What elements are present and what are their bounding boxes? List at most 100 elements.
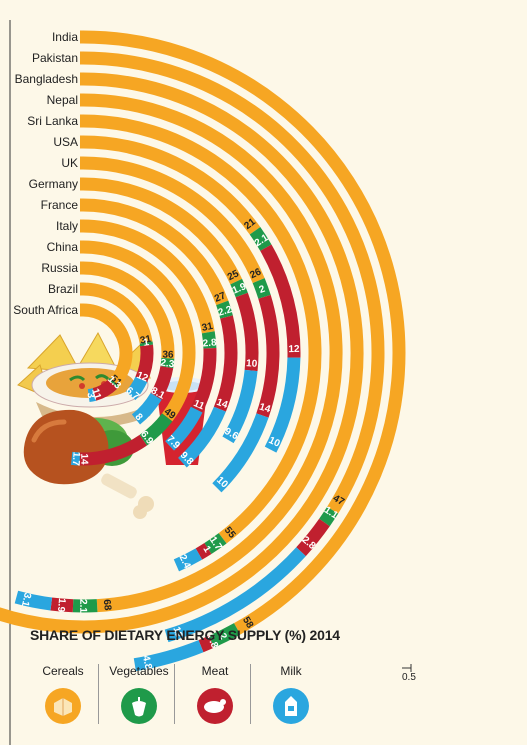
- value-label-germany-vegetables: 1.9: [231, 281, 248, 297]
- segment-germany-milk: [222, 369, 258, 444]
- segment-south-africa-vegetables: [108, 377, 120, 389]
- value-label-nepal-cereals: 68: [101, 599, 113, 612]
- segment-sri-lanka-meat: [195, 542, 212, 560]
- value-label-china-meat: 14: [78, 453, 89, 465]
- segment-sri-lanka-vegetables: [204, 533, 227, 554]
- country-label-bangladesh: Bangladesh: [15, 72, 78, 86]
- segment-india-milk: [133, 640, 204, 672]
- segment-uk-cereals: [82, 156, 265, 284]
- segment-france-meat: [213, 315, 238, 412]
- value-label-india-vegetables: 2: [216, 632, 229, 642]
- value-label-russia-milk: 8: [133, 412, 145, 424]
- segment-russia-meat: [150, 365, 174, 400]
- value-label-brazil-vegetables: 1: [143, 337, 151, 349]
- legend-label-vegetables: Vegetables: [109, 664, 169, 678]
- country-label-nepal: Nepal: [47, 93, 78, 107]
- legend-label-cereals: Cereals: [42, 664, 84, 678]
- value-label-usa-milk: 10: [267, 435, 282, 450]
- segment-france-vegetables: [216, 300, 233, 319]
- segment-sri-lanka-milk: [173, 548, 203, 572]
- segment-south-africa-milk: [87, 388, 97, 403]
- segment-russia-milk: [131, 392, 162, 425]
- value-label-france-cereals: 27: [213, 290, 228, 305]
- legend-label-milk: Milk: [280, 664, 302, 678]
- value-label-uk-cereals: 26: [248, 266, 263, 281]
- value-label-south-africa-milk: 3: [84, 392, 96, 400]
- segment-sri-lanka-cereals: [82, 114, 322, 544]
- value-label-china-milk: 1.7: [70, 451, 82, 466]
- value-label-india-milk: 4.8: [140, 655, 154, 671]
- value-label-nepal-vegetables: 2.1: [77, 599, 88, 613]
- segment-italy-cereals: [82, 219, 215, 334]
- legend-item-meat: Meat: [180, 664, 251, 724]
- segment-uk-milk: [212, 413, 269, 493]
- country-label-china: China: [47, 240, 79, 254]
- value-label-germany-cereals: 25: [226, 268, 241, 283]
- country-label-france: France: [41, 198, 79, 212]
- scale-label: 0.5: [402, 672, 416, 683]
- segment-brazil-meat: [135, 344, 154, 383]
- scale-marker: [402, 664, 412, 672]
- country-label-india: India: [52, 30, 78, 44]
- segment-brazil-cereals: [82, 282, 153, 344]
- segment-italy-vegetables: [201, 331, 217, 349]
- legend: Cereals Vegetables Meat Milk: [28, 664, 331, 724]
- value-label-brazil-cereals: 31: [139, 334, 153, 347]
- segment-russia-vegetables: [160, 357, 175, 369]
- value-label-india-cereals: 58: [240, 615, 255, 631]
- value-label-france-meat: 14: [215, 397, 230, 411]
- segment-uk-meat: [256, 294, 280, 418]
- segment-germany-meat: [235, 292, 259, 372]
- segment-italy-milk: [165, 406, 203, 451]
- segment-nepal-cereals: [82, 93, 343, 613]
- legend-label-meat: Meat: [201, 664, 229, 678]
- country-label-brazil: Brazil: [48, 282, 78, 296]
- segment-germany-vegetables: [230, 278, 248, 298]
- segment-france-cereals: [82, 198, 229, 306]
- legend-item-milk: Milk: [256, 664, 326, 724]
- segment-pakistan-milk: [164, 547, 306, 643]
- country-label-south-africa: South Africa: [13, 303, 78, 317]
- value-label-usa-meat: 12: [288, 344, 300, 355]
- value-label-pakistan-milk: 12: [170, 625, 184, 639]
- value-label-italy-meat: 11: [192, 398, 207, 413]
- segment-nepal-milk: [14, 590, 53, 611]
- segment-india-vegetables: [208, 623, 241, 648]
- segment-south-africa-cereals: [82, 303, 133, 387]
- segment-usa-milk: [264, 357, 301, 453]
- segment-china-meat: [79, 434, 147, 466]
- segment-usa-meat: [260, 244, 301, 358]
- value-label-russia-vegetables: 2.3: [160, 358, 176, 371]
- value-label-india-meat: 0.8: [204, 633, 220, 651]
- country-label-germany: Germany: [29, 177, 78, 191]
- grain-icon: [45, 688, 81, 724]
- country-label-sri-lanka: Sri Lanka: [27, 114, 78, 128]
- segment-south-africa-meat: [92, 378, 118, 401]
- segment-pakistan-vegetables: [319, 506, 339, 527]
- segment-china-vegetables: [139, 413, 173, 446]
- segment-china-milk: [70, 451, 81, 466]
- segment-india-cereals: [82, 30, 406, 635]
- segment-uk-vegetables: [252, 278, 271, 299]
- milk-carton-icon: [273, 688, 309, 724]
- segment-nepal-meat: [50, 597, 74, 613]
- segment-usa-vegetables: [249, 227, 272, 251]
- segment-pakistan-cereals: [82, 51, 385, 514]
- country-label-russia: Russia: [41, 261, 78, 275]
- value-label-nepal-meat: 1.9: [55, 598, 67, 613]
- value-label-italy-cereals: 31: [201, 321, 215, 334]
- value-label-russia-cereals: 36: [162, 349, 174, 360]
- value-label-germany-meat: 10: [246, 358, 258, 370]
- segment-italy-meat: [190, 348, 217, 413]
- segment-bangladesh-cereals: [0, 72, 364, 634]
- segment-russia-cereals: [82, 261, 175, 359]
- value-label-nepal-milk: 3.1: [19, 591, 33, 607]
- value-label-france-vegetables: 2.2: [217, 304, 234, 319]
- segment-india-meat: [198, 635, 215, 653]
- chicken-icon: [197, 688, 233, 724]
- value-label-italy-vegetables: 2.8: [202, 337, 217, 349]
- value-label-uk-meat: 14: [258, 402, 272, 416]
- value-label-pakistan-cereals: 47: [331, 493, 347, 508]
- country-label-pakistan: Pakistan: [32, 51, 78, 65]
